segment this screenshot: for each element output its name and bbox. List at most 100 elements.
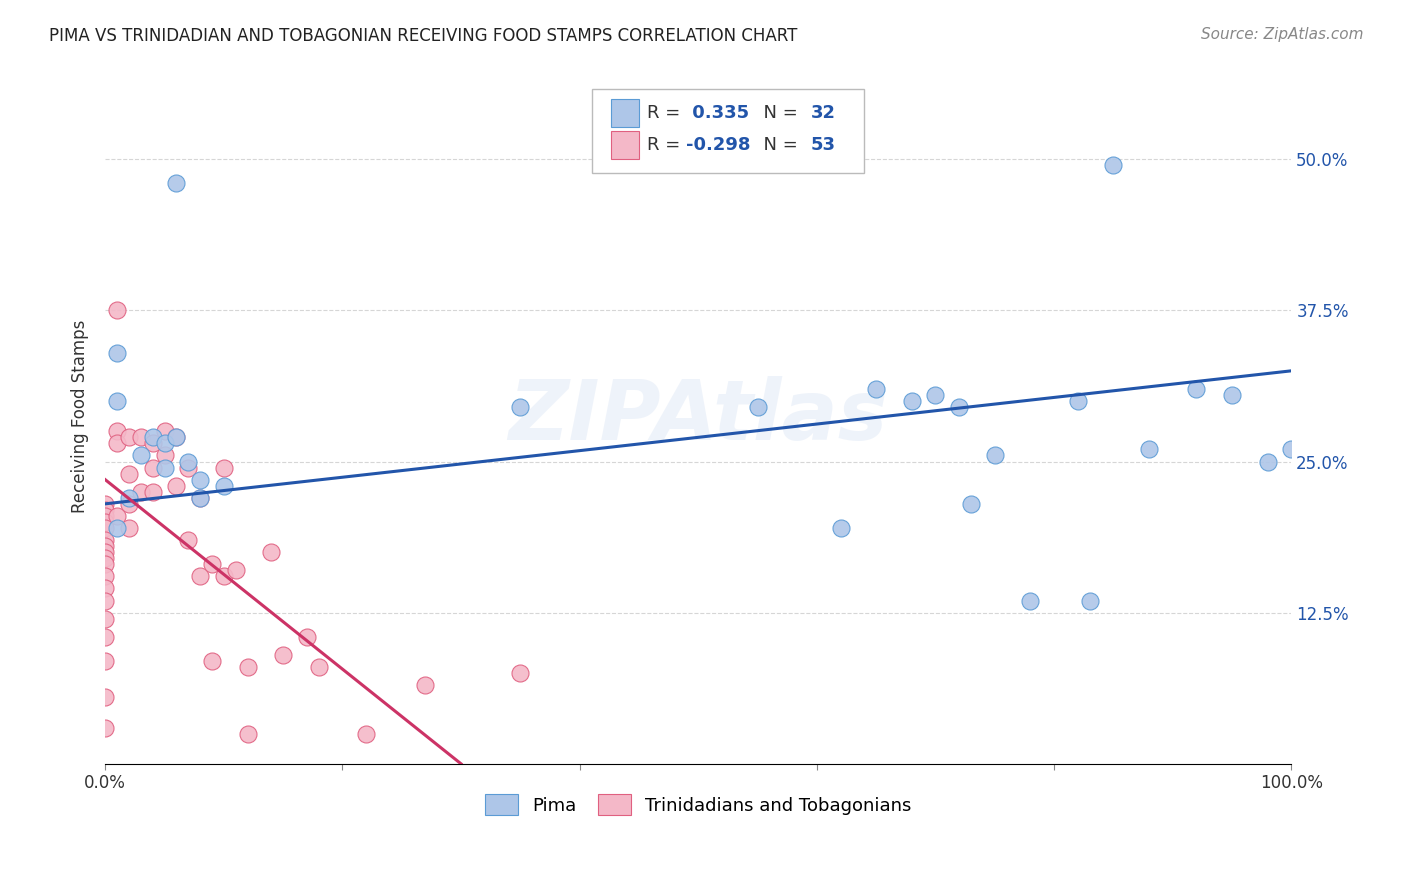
Point (1137, 442, 1160, 457)
Point (415, 678, 437, 692)
Point (1078, 593, 1101, 607)
Point (105, 521, 128, 535)
Text: 32: 32 (811, 104, 837, 122)
Point (177, 454, 200, 468)
Point (94, 558, 117, 572)
Point (201, 558, 224, 572)
Text: R =: R = (647, 104, 686, 122)
Point (94, 551, 117, 566)
Point (260, 545, 283, 559)
Point (105, 345, 128, 359)
Point (271, 648, 294, 662)
Point (984, 449, 1007, 463)
Point (865, 382, 887, 396)
Point (129, 430, 152, 444)
Point (1102, 158, 1125, 172)
Text: 53: 53 (811, 136, 837, 154)
Point (212, 479, 235, 493)
Point (94, 521, 117, 535)
Point (153, 460, 176, 475)
Point (948, 400, 970, 414)
Point (94, 721, 117, 735)
Point (830, 521, 852, 535)
Point (94, 503, 117, 517)
Point (509, 666, 531, 681)
Point (900, 394, 922, 409)
Point (153, 449, 176, 463)
Text: ZIPAtlas: ZIPAtlas (509, 376, 889, 457)
FancyBboxPatch shape (610, 131, 638, 159)
Point (94, 497, 117, 511)
Point (236, 726, 259, 740)
Point (94, 533, 117, 548)
Point (118, 521, 141, 535)
Point (118, 467, 141, 481)
Point (1257, 454, 1279, 468)
Point (129, 449, 152, 463)
Text: N =: N = (752, 104, 803, 122)
Point (94, 545, 117, 559)
Point (94, 690, 117, 705)
Point (236, 660, 259, 674)
Text: -0.298: -0.298 (686, 136, 751, 154)
Point (94, 612, 117, 626)
Point (105, 508, 128, 523)
Point (509, 400, 531, 414)
Point (94, 630, 117, 644)
Point (960, 497, 983, 511)
Point (188, 491, 211, 505)
Point (188, 473, 211, 487)
FancyBboxPatch shape (610, 99, 638, 127)
Text: PIMA VS TRINIDADIAN AND TOBAGONIAN RECEIVING FOOD STAMPS CORRELATION CHART: PIMA VS TRINIDADIAN AND TOBAGONIAN RECEI… (49, 27, 797, 45)
Point (165, 479, 187, 493)
Point (142, 484, 165, 499)
Point (105, 425, 128, 439)
Point (94, 569, 117, 583)
Point (105, 394, 128, 409)
Point (188, 569, 211, 583)
Point (1019, 593, 1042, 607)
Point (94, 593, 117, 607)
Point (142, 430, 165, 444)
Point (188, 491, 211, 505)
Point (165, 177, 187, 191)
Point (94, 539, 117, 553)
Point (177, 460, 200, 475)
Point (153, 425, 176, 439)
Text: Source: ZipAtlas.com: Source: ZipAtlas.com (1201, 27, 1364, 42)
Point (201, 654, 224, 668)
Point (747, 400, 769, 414)
Y-axis label: Receiving Food Stamps: Receiving Food Stamps (72, 319, 89, 513)
Point (1185, 382, 1208, 396)
Point (1279, 442, 1302, 457)
Point (225, 563, 247, 577)
Point (212, 569, 235, 583)
Point (94, 508, 117, 523)
Point (142, 460, 165, 475)
Text: R =: R = (647, 136, 686, 154)
Point (94, 582, 117, 596)
Point (177, 533, 200, 548)
FancyBboxPatch shape (592, 89, 865, 173)
Point (308, 660, 330, 674)
Point (94, 654, 117, 668)
Point (1220, 388, 1243, 402)
Point (165, 430, 187, 444)
Point (1067, 394, 1090, 409)
Point (118, 491, 141, 505)
Point (118, 497, 141, 511)
Point (924, 388, 946, 402)
Point (105, 436, 128, 450)
Point (354, 726, 377, 740)
Point (94, 515, 117, 529)
Text: N =: N = (752, 136, 803, 154)
Point (129, 484, 152, 499)
Point (142, 436, 165, 450)
Point (295, 630, 318, 644)
Point (118, 430, 141, 444)
Legend: Pima, Trinidadians and Tobagonians: Pima, Trinidadians and Tobagonians (477, 786, 921, 824)
Point (212, 460, 235, 475)
Text: 0.335: 0.335 (686, 104, 749, 122)
Point (165, 430, 187, 444)
Point (153, 436, 176, 450)
